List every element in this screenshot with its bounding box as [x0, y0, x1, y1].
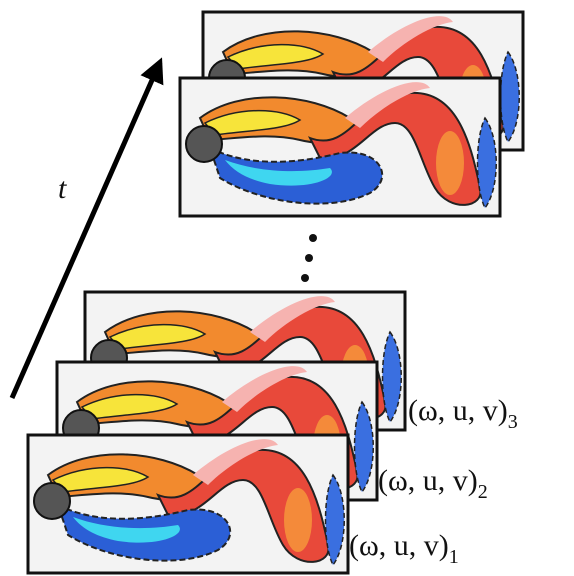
snapshot-frame — [28, 435, 348, 573]
diagram: t (ω, u, v)3 (ω, u, v)2 (ω, u, v)1 — [0, 0, 574, 576]
ellipsis-dots — [301, 234, 317, 282]
time-label: t — [58, 172, 67, 205]
snapshot-frame — [180, 78, 500, 216]
snapshot-label: (ω, u, v)3 — [408, 394, 518, 433]
snapshot-label: (ω, u, v)1 — [349, 529, 459, 568]
snapshot-label: (ω, u, v)2 — [378, 464, 488, 503]
